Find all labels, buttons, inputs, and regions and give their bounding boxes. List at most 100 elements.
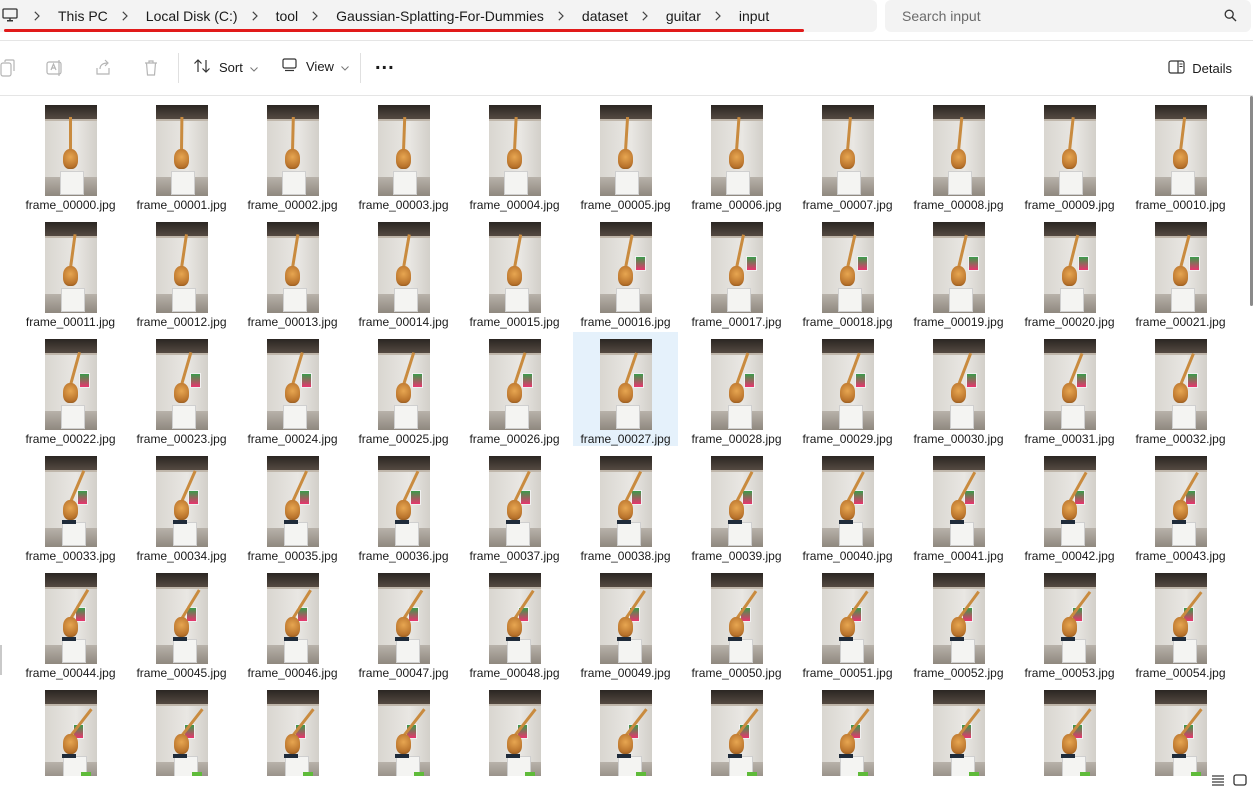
file-item[interactable]: frame_00031.jpg [1017,332,1122,446]
chevron-right-icon[interactable] [34,11,40,21]
chevron-right-icon[interactable] [642,11,648,21]
sort-button[interactable]: Sort [193,58,258,77]
search-box[interactable] [885,0,1251,32]
file-item[interactable]: frame_00009.jpg [1017,98,1122,212]
breadcrumb-item[interactable]: Local Disk (C:) [145,8,238,24]
image-thumbnail [711,456,763,547]
details-button[interactable]: Details [1168,60,1232,77]
chevron-right-icon[interactable] [122,11,128,21]
file-item[interactable]: frame_00012.jpg [129,215,234,329]
file-item[interactable]: frame_00052.jpg [906,566,1011,680]
file-item[interactable]: frame_00046.jpg [240,566,345,680]
file-item[interactable]: frame_00038.jpg [573,449,678,563]
file-item[interactable] [240,683,345,776]
file-item[interactable]: frame_00034.jpg [129,449,234,563]
chevron-right-icon[interactable] [715,11,721,21]
tiles-view-icon[interactable] [1233,773,1247,791]
breadcrumb-item[interactable]: input [738,8,770,24]
file-item[interactable]: frame_00033.jpg [18,449,123,563]
nav-pane-edge[interactable] [0,645,2,675]
file-item[interactable]: frame_00000.jpg [18,98,123,212]
file-item[interactable]: frame_00005.jpg [573,98,678,212]
breadcrumb-item[interactable]: tool [275,8,299,24]
details-view-icon[interactable] [1211,773,1225,791]
file-item[interactable]: frame_00011.jpg [18,215,123,329]
file-item[interactable]: frame_00053.jpg [1017,566,1122,680]
view-button[interactable]: View [282,58,349,75]
file-item[interactable]: frame_00028.jpg [684,332,789,446]
file-item[interactable] [906,683,1011,776]
file-item[interactable]: frame_00014.jpg [351,215,456,329]
chevron-right-icon[interactable] [558,11,564,21]
file-item[interactable]: frame_00020.jpg [1017,215,1122,329]
more-options-button[interactable]: ... [375,52,395,75]
file-item[interactable]: frame_00042.jpg [1017,449,1122,563]
file-item[interactable]: frame_00003.jpg [351,98,456,212]
file-item[interactable]: frame_00051.jpg [795,566,900,680]
file-item[interactable] [462,683,567,776]
delete-icon[interactable] [143,59,159,82]
file-item[interactable]: frame_00022.jpg [18,332,123,446]
file-item[interactable]: frame_00041.jpg [906,449,1011,563]
file-item[interactable]: frame_00048.jpg [462,566,567,680]
breadcrumb-item[interactable]: Gaussian-Splatting-For-Dummies [336,8,544,24]
computer-icon[interactable] [2,8,20,24]
file-item[interactable]: frame_00039.jpg [684,449,789,563]
file-item[interactable]: frame_00018.jpg [795,215,900,329]
file-item[interactable]: frame_00024.jpg [240,332,345,446]
file-item[interactable]: frame_00050.jpg [684,566,789,680]
chevron-right-icon[interactable] [251,11,258,21]
file-item[interactable] [18,683,123,776]
file-item[interactable]: frame_00037.jpg [462,449,567,563]
file-item[interactable]: frame_00002.jpg [240,98,345,212]
file-item[interactable]: frame_00021.jpg [1128,215,1233,329]
file-item[interactable] [573,683,678,776]
file-item[interactable]: frame_00015.jpg [462,215,567,329]
search-icon[interactable] [1224,9,1237,27]
file-item[interactable]: frame_00032.jpg [1128,332,1233,446]
file-item[interactable] [351,683,456,776]
file-name: frame_00045.jpg [136,666,227,680]
file-item[interactable]: frame_00043.jpg [1128,449,1233,563]
rename-icon[interactable] [46,59,64,82]
file-item[interactable]: frame_00049.jpg [573,566,678,680]
breadcrumb-item[interactable]: This PC [58,8,108,24]
breadcrumb-item[interactable]: dataset [581,8,628,24]
file-item[interactable]: frame_00004.jpg [462,98,567,212]
file-item[interactable]: frame_00029.jpg [795,332,900,446]
file-item[interactable]: frame_00007.jpg [795,98,900,212]
file-item[interactable]: frame_00025.jpg [351,332,456,446]
share-icon[interactable] [94,59,112,82]
copy-icon[interactable] [0,59,16,82]
file-item[interactable]: frame_00044.jpg [18,566,123,680]
file-item[interactable]: frame_00026.jpg [462,332,567,446]
file-item[interactable]: frame_00047.jpg [351,566,456,680]
search-input[interactable] [900,7,1214,25]
file-item[interactable]: frame_00023.jpg [129,332,234,446]
file-item[interactable] [1017,683,1122,776]
file-item[interactable] [795,683,900,776]
file-item[interactable] [129,683,234,776]
breadcrumb-item[interactable]: guitar [665,8,701,24]
file-item[interactable]: frame_00016.jpg [573,215,678,329]
file-item[interactable]: frame_00019.jpg [906,215,1011,329]
file-item[interactable]: frame_00013.jpg [240,215,345,329]
file-item[interactable]: frame_00006.jpg [684,98,789,212]
vertical-scrollbar[interactable] [1249,96,1253,776]
file-item[interactable]: frame_00035.jpg [240,449,345,563]
file-item[interactable] [1128,683,1233,776]
file-item[interactable]: frame_00045.jpg [129,566,234,680]
file-item[interactable]: frame_00036.jpg [351,449,456,563]
file-item[interactable]: frame_00054.jpg [1128,566,1233,680]
file-item[interactable]: frame_00017.jpg [684,215,789,329]
scrollbar-thumb[interactable] [1250,96,1253,306]
file-item[interactable] [684,683,789,776]
file-item[interactable]: frame_00001.jpg [129,98,234,212]
file-item[interactable]: frame_00010.jpg [1128,98,1233,212]
file-item[interactable]: frame_00040.jpg [795,449,900,563]
file-item[interactable]: frame_00030.jpg [906,332,1011,446]
address-bar[interactable]: This PC Local Disk (C:) tool Gaussian-Splat… [0,0,877,32]
chevron-right-icon[interactable] [312,11,319,21]
file-item[interactable]: frame_00008.jpg [906,98,1011,212]
file-item[interactable]: frame_00027.jpg [573,332,678,446]
